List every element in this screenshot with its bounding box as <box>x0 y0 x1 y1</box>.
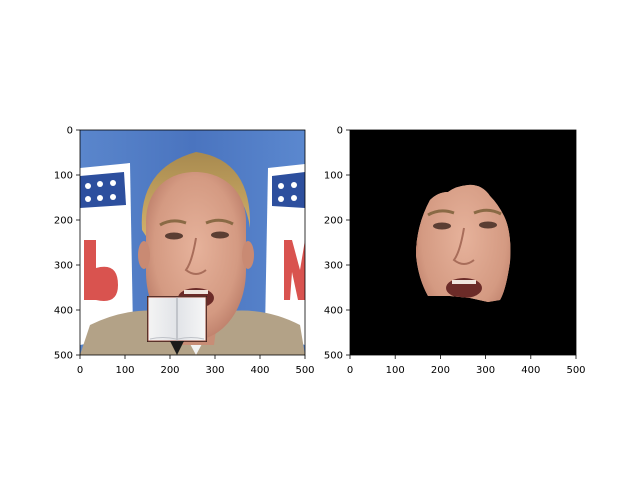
y-tick-label: 200 <box>324 216 343 227</box>
x-tick-label: 300 <box>205 365 224 376</box>
y-tick-label: 500 <box>54 351 73 362</box>
axes-frame-right <box>349 129 577 356</box>
masked-face-panel <box>350 130 576 355</box>
x-tick-label: 100 <box>386 365 405 376</box>
y-tick-label: 500 <box>324 351 343 362</box>
y-tick-label: 400 <box>324 306 343 317</box>
x-tick-label: 500 <box>566 365 585 376</box>
x-tick-label: 300 <box>476 365 495 376</box>
shield-logo-right <box>265 164 305 345</box>
y-tick-label: 0 <box>67 126 73 137</box>
y-tick-label: 100 <box>324 171 343 182</box>
x-tick-label: 400 <box>521 365 540 376</box>
y-tick-label: 200 <box>54 216 73 227</box>
x-tick-label: 200 <box>160 365 179 376</box>
y-tick-label: 400 <box>54 306 73 317</box>
x-tick-label: 200 <box>431 365 450 376</box>
axis-ticks-left: 0 100 200 300 400 500 0 100 200 300 400 500 <box>54 126 315 377</box>
hair <box>141 152 251 236</box>
x-tick-label: 0 <box>347 365 353 376</box>
original-image-panel <box>80 130 305 355</box>
axes-frame-left <box>79 129 306 356</box>
x-tick-label: 400 <box>250 365 269 376</box>
y-tick-label: 0 <box>337 126 343 137</box>
axis-ticks-right: 0 100 200 300 400 500 0 100 200 300 400 500 <box>324 126 586 377</box>
y-tick-label: 300 <box>54 261 73 272</box>
x-tick-label: 100 <box>115 365 134 376</box>
open-book-icon <box>147 296 207 355</box>
x-tick-label: 500 <box>295 365 314 376</box>
x-tick-label: 0 <box>77 365 83 376</box>
y-tick-label: 100 <box>54 171 73 182</box>
shield-logo-left <box>80 163 133 345</box>
y-tick-label: 300 <box>324 261 343 272</box>
